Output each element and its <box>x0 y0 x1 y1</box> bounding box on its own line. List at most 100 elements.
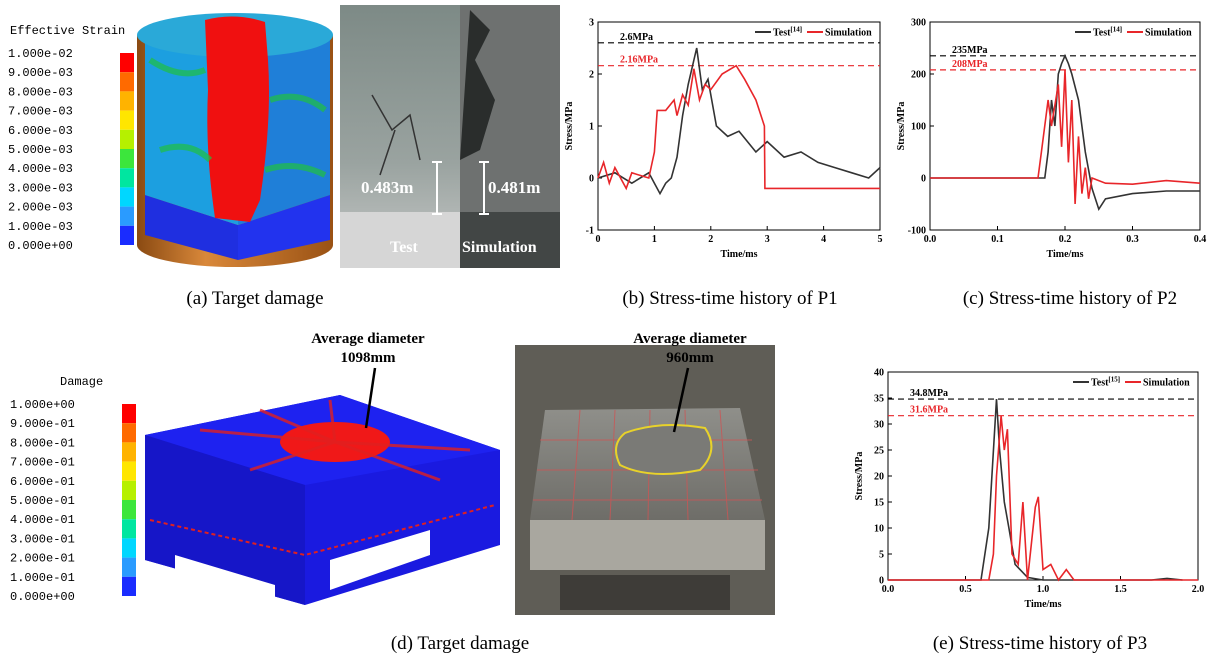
test-photo <box>340 5 560 268</box>
legend-label: 3.000e-03 <box>8 181 73 195</box>
legend-label: Test[15] <box>1091 376 1120 389</box>
legend-label: 7.000e-01 <box>10 456 75 470</box>
y-tick-label: -100 <box>908 226 926 237</box>
dimension-label: 0.481m <box>488 178 540 197</box>
x-tick-label: 0 <box>596 234 601 245</box>
x-tick-label: 0.5 <box>959 584 972 595</box>
y-tick-label: 100 <box>911 122 926 133</box>
y-tick-label: 200 <box>911 70 926 81</box>
legend-label: 1.000e-03 <box>8 220 73 234</box>
legend-label: Test[14] <box>1093 26 1122 39</box>
y-tick-label: 30 <box>874 420 884 431</box>
annotation: Average diameter <box>633 331 747 347</box>
x-tick-label: 1.5 <box>1114 584 1127 595</box>
legend-reference: [15] <box>1108 376 1120 384</box>
plot-frame <box>888 372 1198 580</box>
series-line <box>888 416 1198 580</box>
legend-swatch <box>120 149 134 168</box>
y-tick-label: 25 <box>874 446 884 457</box>
reference-label: 235MPa <box>952 45 988 56</box>
photo-label: Test <box>390 239 419 256</box>
legend-label: Test[14] <box>773 26 802 39</box>
legend-label: 0.000e+00 <box>8 239 73 253</box>
legend-label: 9.000e-03 <box>8 66 73 80</box>
legend-swatch <box>120 226 134 245</box>
legend-swatch <box>120 187 134 206</box>
y-tick-label: 0 <box>589 174 594 185</box>
plot-frame <box>598 22 880 230</box>
legend-swatch <box>122 500 136 519</box>
legend-label: 8.000e-01 <box>10 436 75 450</box>
legend-label: 2.000e-01 <box>10 552 75 566</box>
legend-title: Effective Strain <box>10 24 125 38</box>
annotation: Average diameter <box>311 331 425 347</box>
series-line <box>598 66 880 189</box>
caption: (d) Target damage <box>391 633 529 654</box>
legend-label: Simulation <box>1143 378 1190 389</box>
legend-swatch <box>120 72 134 91</box>
legend-swatch <box>122 423 136 442</box>
x-tick-label: 0.3 <box>1126 234 1139 245</box>
annotation: 960mm <box>666 350 714 366</box>
legend-label: 9.000e-01 <box>10 417 75 431</box>
legend-label: 1.000e+00 <box>10 398 75 412</box>
legend-label: 4.000e-03 <box>8 162 73 176</box>
x-tick-label: 1 <box>652 234 657 245</box>
legend-label: 1.000e-02 <box>8 47 73 61</box>
x-axis-label: Time/ms <box>720 249 757 260</box>
reference-label: 2.6MPa <box>620 32 653 43</box>
legend-swatch <box>122 577 136 596</box>
y-tick-label: 10 <box>874 524 884 535</box>
legend-label: Simulation <box>825 28 872 39</box>
legend-label: 6.000e-03 <box>8 124 73 138</box>
x-tick-label: 3 <box>765 234 770 245</box>
legend-label: 0.000e+00 <box>10 590 75 604</box>
legend-swatch <box>122 519 136 538</box>
legend-reference: [14] <box>790 26 802 34</box>
x-tick-label: 0.2 <box>1059 234 1072 245</box>
legend-label: 2.000e-03 <box>8 201 73 215</box>
legend-swatch <box>122 442 136 461</box>
reference-label: 208MPa <box>952 59 988 70</box>
y-tick-label: 40 <box>874 368 884 379</box>
x-tick-label: 2 <box>708 234 713 245</box>
x-tick-label: 0.4 <box>1194 234 1207 245</box>
y-tick-label: -1 <box>586 226 594 237</box>
simulation-render <box>145 395 500 605</box>
legend-label: 5.000e-03 <box>8 143 73 157</box>
y-tick-label: 0 <box>879 576 884 587</box>
y-axis-label: Stress/MPa <box>564 102 575 151</box>
x-tick-label: 4 <box>821 234 826 245</box>
legend-swatch <box>120 168 134 187</box>
x-tick-label: 5 <box>878 234 883 245</box>
y-tick-label: 0 <box>921 174 926 185</box>
series-line <box>888 399 1183 580</box>
legend-swatch <box>122 558 136 577</box>
caption: (a) Target damage <box>186 288 323 309</box>
legend-reference: [14] <box>1110 26 1122 34</box>
reference-label: 31.6MPa <box>910 405 948 416</box>
caption: (e) Stress-time history of P3 <box>933 633 1147 654</box>
caption: (c) Stress-time history of P2 <box>963 288 1177 309</box>
legend-label: 5.000e-01 <box>10 494 75 508</box>
legend-label: 6.000e-01 <box>10 475 75 489</box>
y-tick-label: 300 <box>911 18 926 29</box>
test-photo <box>515 345 775 615</box>
y-tick-label: 20 <box>874 472 884 483</box>
legend-label: 4.000e-01 <box>10 513 75 527</box>
legend-swatch <box>120 130 134 149</box>
legend-label: 7.000e-03 <box>8 105 73 119</box>
contour-legend: 1.000e-029.000e-038.000e-037.000e-036.00… <box>8 47 134 253</box>
legend-swatch <box>122 462 136 481</box>
x-axis-label: Time/ms <box>1024 599 1061 610</box>
figure: Effective Strain 1.000e-02 9.000e-03 8.000… <box>0 0 1210 658</box>
dimension-label: 0.483m <box>361 178 413 197</box>
y-tick-label: 35 <box>874 394 884 405</box>
legend-swatch <box>122 538 136 557</box>
legend-swatch <box>122 481 136 500</box>
legend-swatch <box>120 111 134 130</box>
legend-swatch <box>122 404 136 423</box>
contour-legend: 1.000e+00 9.000e-01 8.000e-01 7.000e-01 6.00… <box>10 398 136 604</box>
y-tick-label: 5 <box>879 550 884 561</box>
caption: (b) Stress-time history of P1 <box>622 288 837 309</box>
